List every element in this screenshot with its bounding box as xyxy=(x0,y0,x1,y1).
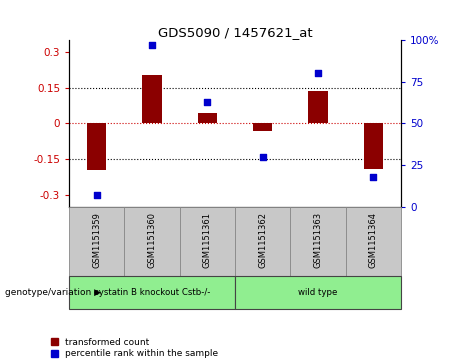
Text: GSM1151359: GSM1151359 xyxy=(92,212,101,268)
Bar xyxy=(308,91,328,123)
Title: GDS5090 / 1457621_at: GDS5090 / 1457621_at xyxy=(158,26,313,39)
Bar xyxy=(235,207,290,276)
Bar xyxy=(364,123,383,169)
Point xyxy=(259,154,266,160)
Text: GSM1151361: GSM1151361 xyxy=(203,212,212,268)
Text: GSM1151364: GSM1151364 xyxy=(369,212,378,268)
Bar xyxy=(346,207,401,276)
Bar xyxy=(142,74,162,123)
Point xyxy=(93,192,100,198)
Bar xyxy=(124,207,180,276)
Bar xyxy=(235,276,401,309)
Point xyxy=(370,174,377,180)
Point xyxy=(148,42,156,48)
Point xyxy=(314,70,322,76)
Text: GSM1151360: GSM1151360 xyxy=(148,212,157,268)
Text: genotype/variation ▶: genotype/variation ▶ xyxy=(5,288,100,297)
Bar xyxy=(290,207,346,276)
Bar xyxy=(198,113,217,123)
Point xyxy=(204,99,211,105)
Bar xyxy=(87,123,106,170)
Text: GSM1151362: GSM1151362 xyxy=(258,212,267,268)
Bar xyxy=(69,207,124,276)
Bar xyxy=(69,276,235,309)
Text: wild type: wild type xyxy=(298,288,338,297)
Legend: transformed count, percentile rank within the sample: transformed count, percentile rank withi… xyxy=(51,338,218,359)
Text: cystatin B knockout Cstb-/-: cystatin B knockout Cstb-/- xyxy=(94,288,210,297)
Text: GSM1151363: GSM1151363 xyxy=(313,212,323,268)
Bar xyxy=(180,207,235,276)
Bar xyxy=(253,123,272,131)
